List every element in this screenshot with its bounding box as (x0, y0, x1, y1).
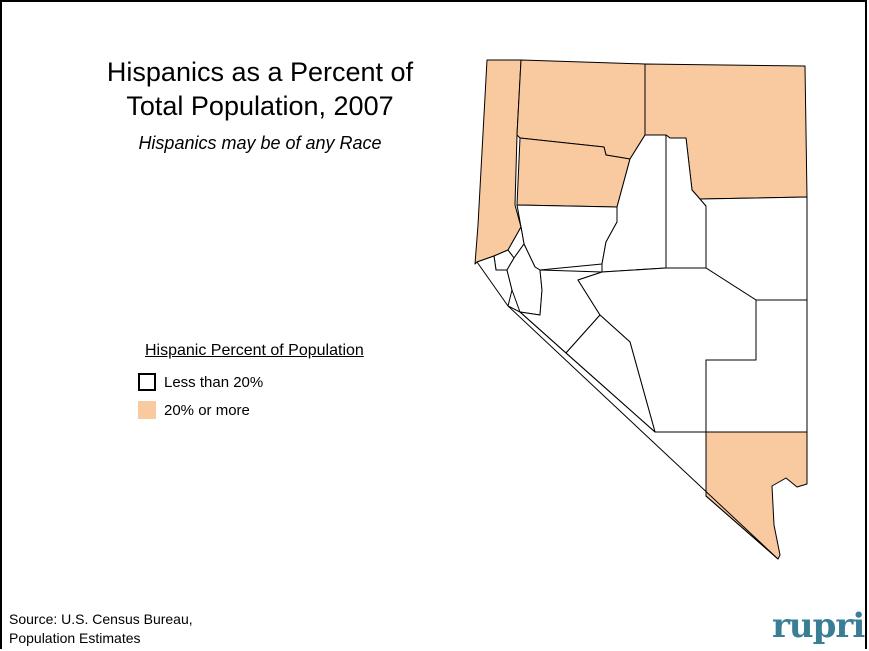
source-line-1: Source: U.S. Census Bureau, (9, 611, 193, 627)
map-subtitle: Hispanics may be of any Race (138, 133, 382, 153)
legend-swatch-high (138, 401, 156, 419)
county-southwest-edge (507, 305, 779, 560)
rupri-logo: rupri (772, 606, 865, 646)
legend-item-high: 20% or more (138, 398, 364, 422)
legend-label-low: Less than 20% (164, 373, 264, 391)
source-line-2: Population Estimates (9, 630, 141, 646)
legend-title: Hispanic Percent of Population (145, 342, 364, 359)
legend-label-high: 20% or more (164, 401, 250, 419)
legend: Hispanic Percent of Population Less than… (138, 342, 364, 426)
legend-item-low: Less than 20% (138, 370, 364, 394)
source-note: Source: U.S. Census Bureau, Population E… (9, 610, 193, 648)
map-title: Hispanics as a Percent of Total Populati… (60, 55, 460, 123)
county-washoe (474, 59, 522, 265)
title-line-2: Total Population, 2007 (126, 91, 394, 121)
title-line-1: Hispanics as a Percent of (106, 57, 414, 87)
legend-swatch-low (138, 373, 156, 391)
